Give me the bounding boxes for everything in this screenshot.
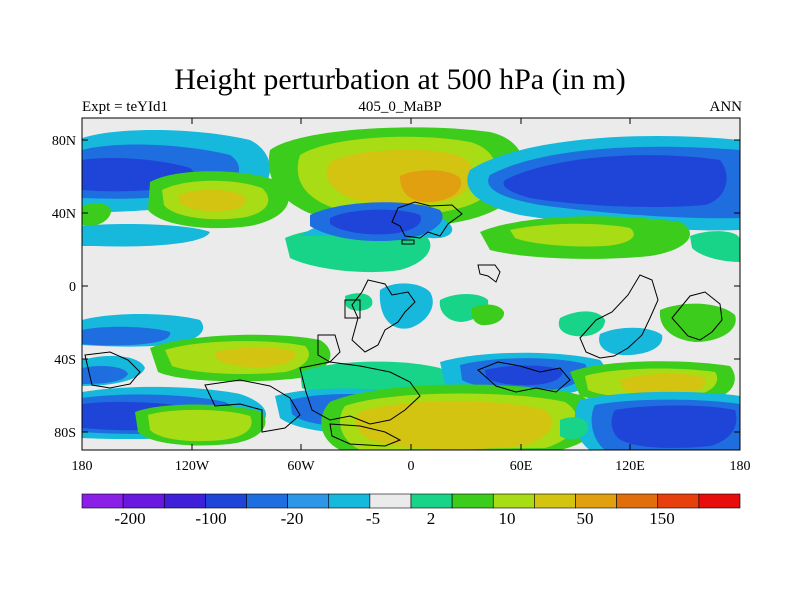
colorbar-swatch xyxy=(81,493,124,509)
colorbar-label: 10 xyxy=(499,509,516,528)
lon-tick-120e: 120E xyxy=(615,459,645,474)
colorbar-swatch xyxy=(369,493,412,509)
colorbar-swatch xyxy=(657,493,700,509)
colorbar-swatch xyxy=(616,493,659,509)
colorbar-swatch xyxy=(205,493,247,509)
tick-marks xyxy=(81,118,741,450)
colorbar-swatch xyxy=(698,493,741,509)
colorbar-label: 50 xyxy=(577,509,594,528)
colorbar-swatch xyxy=(122,493,165,509)
colorbar-swatch xyxy=(328,493,371,509)
colorbar-swatch xyxy=(534,493,576,509)
plot-title: Height perturbation at 500 hPa (in m) xyxy=(174,63,626,96)
contour-field xyxy=(82,118,740,450)
colorbar-label: 2 xyxy=(427,509,436,528)
lon-tick-0: 0 xyxy=(408,459,415,474)
lon-tick-60w: 60W xyxy=(287,459,315,474)
lon-tick-180e: 180 xyxy=(730,459,751,474)
period-label: 405_0_MaBP xyxy=(358,99,442,115)
season-label: ANN xyxy=(709,99,743,115)
lat-tick-80n: 80N xyxy=(52,134,76,149)
colorbar-swatch xyxy=(492,493,535,509)
colorbar-swatch xyxy=(163,493,206,509)
colorbar-swatch xyxy=(575,493,617,509)
lon-tick-60e: 60E xyxy=(510,459,533,474)
colorbar-label: -5 xyxy=(366,509,380,528)
colorbar-label: 150 xyxy=(649,509,675,528)
lon-tick-120w: 120W xyxy=(175,459,210,474)
colorbar-label: -20 xyxy=(281,509,304,528)
experiment-label: Expt = teYId1 xyxy=(82,99,168,115)
lon-tick-180w: 180 xyxy=(72,459,93,474)
colorbar-labels: -200 -100 -20 -5 2 10 50 150 xyxy=(114,509,674,528)
colorbar-swatch xyxy=(246,493,288,509)
colorbar-swatch xyxy=(287,493,330,509)
lat-tick-eq: 0 xyxy=(69,280,76,295)
colorbar-swatch xyxy=(451,493,494,509)
lat-tick-40n: 40N xyxy=(52,207,76,222)
lat-tick-40s: 40S xyxy=(54,353,76,368)
colorbar-swatch xyxy=(410,493,453,509)
colorbar-label: -100 xyxy=(195,509,226,528)
coastlines xyxy=(84,201,723,447)
lat-tick-80s: 80S xyxy=(54,426,76,441)
colorbar-label: -200 xyxy=(114,509,145,528)
colorbar xyxy=(81,493,741,509)
